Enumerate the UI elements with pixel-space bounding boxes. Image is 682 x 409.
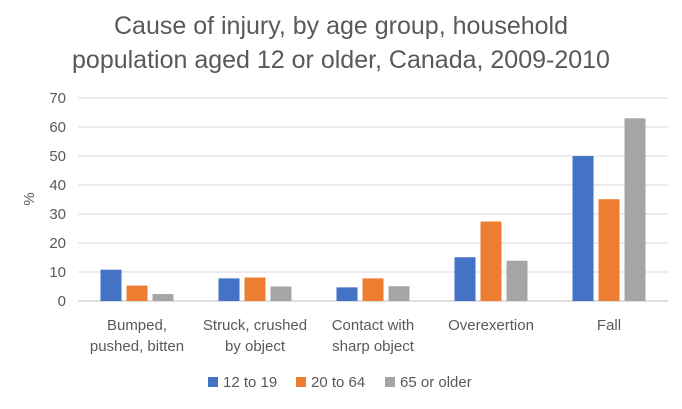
y-tick-label: 20: [49, 235, 66, 252]
x-tick-label: pushed, bitten: [90, 338, 184, 355]
bar: [218, 278, 240, 301]
bar: [480, 221, 502, 301]
bar: [152, 294, 174, 301]
chart-title-line: Cause of injury, by age group, household: [114, 12, 568, 40]
legend-swatch: [296, 377, 306, 387]
x-tick-label: Contact with: [332, 317, 415, 334]
bar: [336, 287, 358, 301]
legend-label: 65 or older: [400, 374, 472, 391]
bar: [506, 260, 528, 301]
x-tick-label: Fall: [597, 317, 621, 334]
x-tick-label: by object: [225, 338, 286, 355]
y-tick-label: 70: [49, 90, 66, 107]
y-tick-label: 50: [49, 148, 66, 165]
bar: [572, 156, 594, 301]
y-tick-label: 40: [49, 177, 66, 194]
chart-title-line: population aged 12 or older, Canada, 200…: [72, 46, 610, 74]
x-tick-label: Bumped,: [107, 317, 167, 334]
legend-label: 12 to 19: [223, 374, 277, 391]
legend-label: 20 to 64: [311, 374, 365, 391]
y-tick-label: 10: [49, 264, 66, 281]
bar: [454, 257, 476, 301]
bar: [362, 278, 384, 301]
y-axis-label: %: [21, 192, 38, 205]
y-tick-label: 60: [49, 119, 66, 136]
bar: [244, 277, 266, 301]
x-tick-label: sharp object: [332, 338, 415, 355]
x-tick-label: Overexertion: [448, 317, 534, 334]
bar: [598, 199, 620, 301]
y-tick-label: 0: [58, 293, 66, 310]
legend-swatch: [385, 377, 395, 387]
bar: [126, 285, 148, 301]
legend-swatch: [208, 377, 218, 387]
bar: [624, 118, 646, 301]
bar: [388, 286, 410, 301]
bar: [270, 286, 292, 301]
y-tick-label: 30: [49, 206, 66, 223]
x-tick-label: Struck, crushed: [203, 317, 307, 334]
bar: [100, 269, 122, 301]
